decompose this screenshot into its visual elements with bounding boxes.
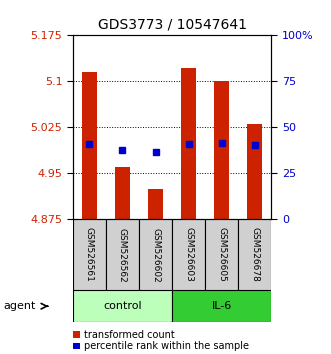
Text: agent: agent (3, 301, 36, 311)
Bar (148, 189, 163, 219)
Bar (214, 81, 229, 219)
Bar (73, 290, 172, 322)
Bar (238, 219, 271, 290)
Text: GSM526562: GSM526562 (118, 228, 127, 282)
Title: GDS3773 / 10547641: GDS3773 / 10547641 (98, 17, 247, 32)
Bar (73, 331, 80, 338)
Bar (139, 219, 172, 290)
Bar (73, 219, 106, 290)
Text: GSM526678: GSM526678 (250, 227, 260, 282)
Bar (247, 124, 262, 219)
Bar (73, 343, 80, 349)
Bar (172, 219, 205, 290)
Text: GSM526561: GSM526561 (85, 227, 94, 282)
Text: GSM526605: GSM526605 (217, 227, 226, 282)
Text: IL-6: IL-6 (212, 301, 232, 311)
Bar (205, 219, 238, 290)
Bar (172, 290, 271, 322)
Bar (115, 167, 130, 219)
Text: GSM526602: GSM526602 (151, 228, 160, 282)
Text: GSM526603: GSM526603 (184, 227, 193, 282)
Text: transformed count: transformed count (84, 330, 175, 339)
Text: percentile rank within the sample: percentile rank within the sample (84, 341, 249, 351)
Bar (181, 68, 196, 219)
Bar (82, 72, 97, 219)
Text: control: control (103, 301, 142, 311)
Bar (106, 219, 139, 290)
